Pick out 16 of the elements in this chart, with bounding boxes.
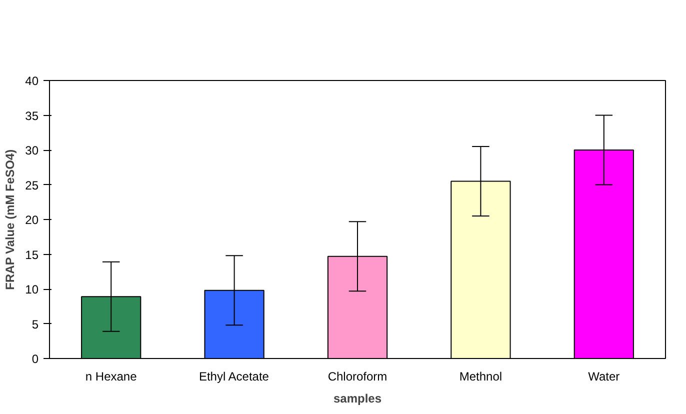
y-tick-label: 10	[25, 282, 39, 296]
y-tick-label: 20	[25, 213, 39, 227]
y-tick-label: 15	[25, 248, 39, 262]
y-tick-label: 25	[25, 178, 39, 192]
x-tick-label: Ethyl Acetate	[198, 370, 270, 384]
x-axis-title: samples	[333, 392, 382, 406]
y-axis-title: FRAP Value (mM FeSO4)	[3, 149, 18, 290]
y-tick-label: 40	[25, 74, 39, 88]
x-tick-label: n Hexane	[85, 370, 138, 384]
x-tick-label: Chloroform	[328, 370, 388, 384]
y-tick-label: 5	[32, 317, 39, 332]
y-tick-label: 0	[32, 352, 39, 366]
y-tick-label: 35	[25, 108, 39, 123]
x-tick-label: Methnol	[459, 370, 502, 384]
x-tick-label: Water	[588, 370, 620, 384]
y-tick-label: 30	[25, 144, 39, 158]
